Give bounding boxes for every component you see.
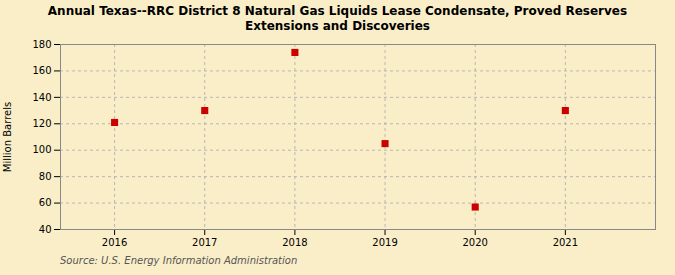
svg-text:Million Barrels: Million Barrels	[2, 102, 13, 172]
svg-text:2016: 2016	[102, 237, 127, 248]
svg-text:40: 40	[39, 224, 52, 235]
svg-text:120: 120	[32, 118, 51, 129]
html-text:Source: U.S. Energy Informatio: Source: U.S. Energy Information Administ…	[60, 255, 298, 266]
svg-text:140: 140	[32, 92, 51, 103]
svg-text:180: 180	[32, 39, 51, 50]
svg-text:2021: 2021	[553, 237, 578, 248]
svg-text:80: 80	[39, 171, 52, 182]
svg-text:2019: 2019	[372, 237, 397, 248]
svg-text:60: 60	[39, 197, 52, 208]
html-text:Annual Texas--RRC District 8 N: Annual Texas--RRC District 8 Natural Gas…	[47, 4, 628, 33]
svg-text:2017: 2017	[192, 237, 217, 248]
svg-text:160: 160	[32, 65, 51, 76]
svg-text:2018: 2018	[282, 237, 307, 248]
svg-text:2020: 2020	[462, 237, 487, 248]
svg-text:100: 100	[32, 144, 51, 155]
